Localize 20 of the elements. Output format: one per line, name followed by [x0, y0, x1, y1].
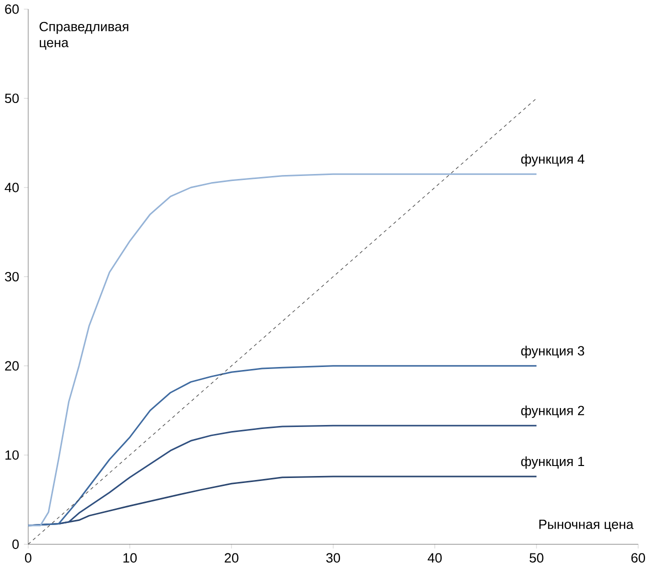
x-tick-label: 10 [123, 553, 137, 563]
y-tick-label: 30 [4, 272, 19, 282]
y-tick-label: 20 [5, 361, 19, 371]
y-tick-label: 10 [5, 450, 19, 460]
x-tick-label: 50 [530, 553, 544, 563]
x-tick-label: 60 [631, 553, 646, 563]
x-tick-label: 40 [428, 553, 442, 563]
x-axis-title: Рыночная цена [539, 520, 634, 532]
y-tick-label: 40 [4, 182, 19, 192]
x-tick-label: 0 [24, 553, 32, 563]
x-tick-label: 30 [326, 553, 340, 563]
series-label: функция 4 [521, 154, 584, 166]
y-tick-label: 60 [5, 4, 19, 14]
y-tick-label: 50 [4, 94, 19, 104]
series-label: функция 3 [521, 346, 584, 358]
y-axis-title: Справедливая цена [40, 22, 128, 50]
series-label: функция 1 [521, 456, 584, 469]
x-tick-label: 20 [224, 553, 238, 563]
series-label: функция 2 [521, 405, 584, 418]
y-tick-label: 0 [12, 540, 19, 549]
